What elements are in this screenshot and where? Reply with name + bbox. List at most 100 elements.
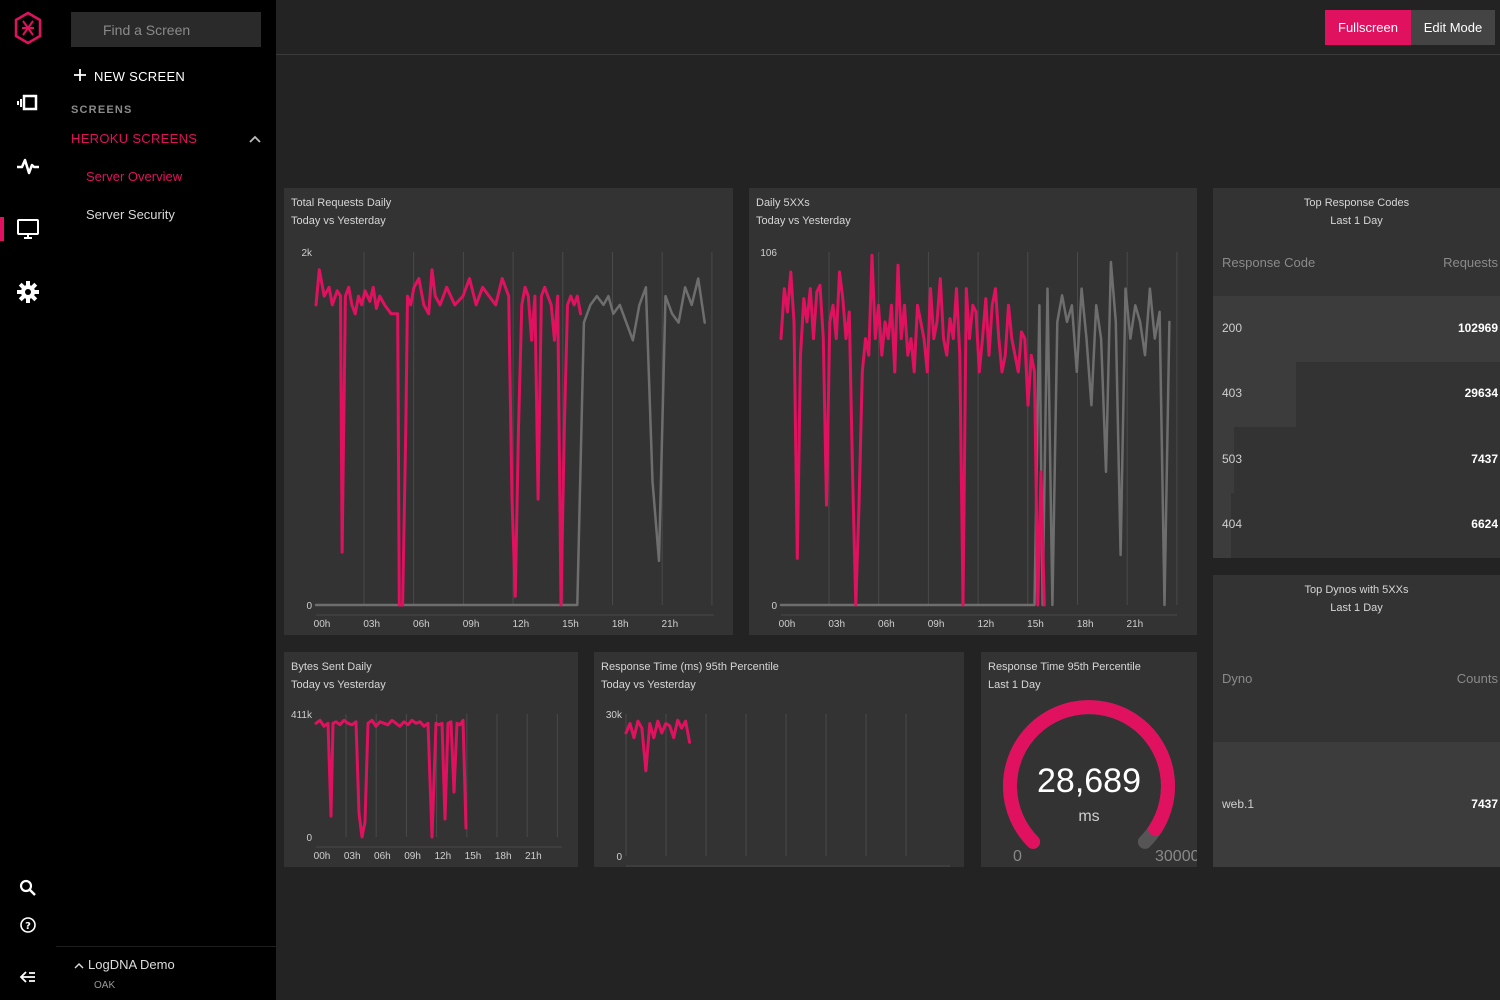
gauge-unit: ms bbox=[1078, 808, 1100, 825]
x-tick-label: 15h bbox=[1027, 619, 1044, 630]
table-row[interactable]: 200 102969 bbox=[1213, 296, 1500, 362]
x-tick-label: 18h bbox=[612, 619, 629, 630]
search-icon[interactable] bbox=[0, 868, 56, 908]
row-value-bar bbox=[1213, 361, 1296, 427]
row-value-bar bbox=[1213, 742, 1500, 867]
table-header: Dyno Counts bbox=[1213, 671, 1500, 691]
today-series-line bbox=[624, 718, 692, 773]
response-time-chart: 30k 0 bbox=[606, 710, 950, 867]
x-tick-label: 15h bbox=[465, 851, 482, 862]
search-input[interactable] bbox=[71, 12, 261, 47]
x-tick-label: 00h bbox=[314, 619, 331, 630]
row-value-bar bbox=[1213, 492, 1232, 558]
table-row[interactable]: 403 29634 bbox=[1213, 361, 1500, 427]
today-series-line bbox=[314, 268, 583, 607]
x-tick-label: 06h bbox=[374, 851, 391, 862]
column-header-code: Response Code bbox=[1222, 255, 1316, 270]
x-tick-label: 03h bbox=[828, 619, 845, 630]
total-requests-panel: Total Requests Daily Today vs Yesterday … bbox=[284, 188, 733, 635]
panel-subtitle: Today vs Yesterday bbox=[601, 679, 696, 691]
panel-subtitle: Last 1 Day bbox=[1330, 215, 1383, 227]
table-row[interactable]: web.1 7437 bbox=[1213, 742, 1500, 867]
x-tick-label: 06h bbox=[878, 619, 895, 630]
gauge-min: 0 bbox=[1013, 848, 1022, 865]
x-tick-label: 06h bbox=[413, 619, 430, 630]
row-value: 29634 bbox=[1464, 386, 1498, 401]
org-region: OAK bbox=[94, 980, 116, 991]
active-indicator bbox=[0, 217, 4, 241]
row-value: 102969 bbox=[1457, 320, 1498, 335]
row-value: 7437 bbox=[1471, 451, 1498, 466]
panel-title: Response Time 95th Percentile bbox=[988, 661, 1141, 673]
response-time-gauge-panel: Response Time 95th Percentile Last 1 Day… bbox=[981, 652, 1197, 867]
y-tick-max: 30k bbox=[606, 710, 623, 721]
nav-item-server-security[interactable]: Server Security bbox=[86, 207, 175, 222]
screens-icon[interactable] bbox=[0, 83, 56, 123]
panel-title: Total Requests Daily bbox=[291, 197, 392, 209]
top-bar: Fullscreen Edit Mode bbox=[276, 0, 1500, 55]
table-header: Response Code Requests bbox=[1213, 255, 1500, 275]
org-name-button[interactable]: LogDNA Demo bbox=[74, 957, 175, 972]
heroku-screens-group[interactable]: HEROKU SCREENS bbox=[71, 131, 261, 146]
column-header-dyno: Dyno bbox=[1222, 671, 1253, 686]
y-tick-min: 0 bbox=[306, 601, 312, 612]
activity-icon[interactable] bbox=[0, 146, 56, 186]
x-tick-label: 12h bbox=[434, 851, 451, 862]
y-tick-max: 411k bbox=[291, 710, 313, 721]
org-name-label: LogDNA Demo bbox=[88, 957, 175, 972]
gauge-fill bbox=[1003, 700, 1175, 849]
x-tick-label: 18h bbox=[1077, 619, 1094, 630]
collapse-icon[interactable] bbox=[0, 957, 56, 997]
y-tick-min: 0 bbox=[771, 601, 777, 612]
x-tick-label: 12h bbox=[977, 619, 994, 630]
gauge-value: 28,689 bbox=[1037, 762, 1141, 800]
panel-title: Top Dynos with 5XXs bbox=[1304, 584, 1409, 596]
panel-title: Daily 5XXs bbox=[756, 197, 810, 209]
new-screen-label: NEW SCREEN bbox=[94, 68, 186, 84]
new-screen-button[interactable]: NEW SCREEN bbox=[74, 66, 185, 86]
x-tick-label: 03h bbox=[344, 851, 361, 862]
daily-5xx-panel: Daily 5XXs Today vs Yesterday 106 0 00h 03h… bbox=[749, 188, 1197, 635]
gear-icon[interactable] bbox=[0, 272, 56, 312]
chevron-up-icon bbox=[249, 131, 261, 146]
gauge-max: 30000 bbox=[1155, 848, 1197, 865]
x-tick-label: 12h bbox=[512, 619, 529, 630]
fullscreen-button[interactable]: Fullscreen bbox=[1325, 10, 1411, 45]
x-tick-label: 09h bbox=[404, 851, 421, 862]
yesterday-series-line bbox=[314, 277, 706, 607]
x-tick-label: 21h bbox=[1127, 619, 1144, 630]
x-tick-label: 21h bbox=[662, 619, 679, 630]
x-tick-label: 18h bbox=[495, 851, 512, 862]
screens-section-label: SCREENS bbox=[71, 104, 133, 116]
table-row[interactable]: 404 6624 bbox=[1213, 492, 1500, 558]
y-tick-max: 2k bbox=[301, 248, 313, 259]
monitor-icon[interactable] bbox=[0, 209, 56, 249]
row-value-bar bbox=[1213, 427, 1234, 493]
y-tick-min: 0 bbox=[616, 852, 622, 863]
plus-icon bbox=[74, 68, 86, 84]
icon-rail: ? bbox=[0, 0, 56, 1000]
column-header-requests: Requests bbox=[1443, 255, 1498, 270]
x-tick-label: 00h bbox=[314, 851, 331, 862]
row-label: 503 bbox=[1222, 451, 1243, 466]
row-value: 6624 bbox=[1471, 517, 1498, 532]
chevron-up-icon bbox=[74, 957, 84, 972]
panel-subtitle: Today vs Yesterday bbox=[291, 679, 386, 691]
nav-item-server-overview[interactable]: Server Overview bbox=[86, 169, 183, 184]
svg-text:?: ? bbox=[25, 921, 31, 932]
x-tick-label: 09h bbox=[928, 619, 945, 630]
group-label: HEROKU SCREENS bbox=[71, 131, 198, 146]
logo-icon[interactable] bbox=[0, 8, 56, 48]
response-time-panel: Response Time (ms) 95th Percentile Today… bbox=[594, 652, 964, 867]
gauge-dial bbox=[1003, 700, 1175, 849]
row-label: 403 bbox=[1222, 386, 1243, 401]
table-row[interactable]: 503 7437 bbox=[1213, 427, 1500, 493]
help-icon[interactable]: ? bbox=[0, 905, 56, 945]
column-header-counts: Counts bbox=[1456, 671, 1498, 686]
panel-subtitle: Today vs Yesterday bbox=[291, 215, 386, 227]
top-dynos-panel: Top Dynos with 5XXs Last 1 Day Dyno Coun… bbox=[1213, 575, 1500, 867]
x-tick-label: 21h bbox=[525, 851, 542, 862]
edit-mode-button[interactable]: Edit Mode bbox=[1411, 10, 1495, 45]
panel-subtitle: Last 1 Day bbox=[988, 679, 1041, 691]
